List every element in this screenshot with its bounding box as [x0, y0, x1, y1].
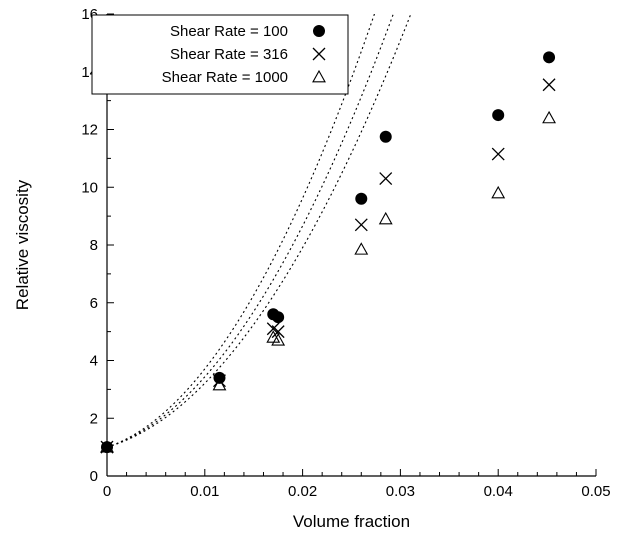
legend-label: Shear Rate = 100 — [170, 23, 288, 40]
x-axis-title: Volume fraction — [293, 512, 410, 531]
legend-label: Shear Rate = 316 — [170, 46, 288, 63]
data-point-series-2 — [271, 325, 285, 339]
legend-marker — [312, 47, 326, 61]
x-tick-label: 0.04 — [484, 483, 513, 500]
y-tick-label: 12 — [81, 122, 98, 139]
x-tick-label: 0.03 — [386, 483, 415, 500]
legend-marker — [312, 69, 326, 83]
data-point-series-3 — [354, 242, 369, 255]
data-point-series-3 — [378, 211, 393, 225]
x-tick-label: 0.02 — [288, 483, 317, 500]
data-point-series-3 — [271, 333, 286, 346]
data-points — [100, 51, 556, 454]
y-tick-label: 10 — [81, 179, 98, 196]
data-point-series-2 — [100, 440, 114, 454]
data-point-series-2 — [542, 78, 556, 92]
data-point-series-1 — [543, 51, 556, 64]
data-point-series-3 — [491, 185, 506, 199]
legend-box — [91, 14, 349, 95]
data-point-series-2 — [379, 172, 393, 186]
legend: Shear Rate = 100 Shear Rate = 316 Shear Ra… — [91, 14, 349, 95]
data-point-series-1 — [355, 192, 368, 205]
data-point-series-2 — [213, 374, 226, 388]
x-tick-label: 0.01 — [190, 483, 219, 500]
y-tick-label: 8 — [90, 237, 98, 254]
y-tick-label: 0 — [90, 468, 98, 485]
data-point-series-1 — [379, 130, 392, 143]
data-point-series-3 — [212, 377, 227, 391]
x-tick-label: 0.05 — [581, 483, 610, 500]
y-tick-label: 6 — [90, 295, 98, 312]
data-point-series-2 — [354, 218, 368, 232]
legend-marker — [313, 25, 325, 37]
x-tick-label: 0 — [103, 483, 111, 500]
legend-label: Shear Rate = 1000 — [162, 69, 288, 86]
data-point-series-3 — [542, 110, 556, 124]
y-tick-label: 4 — [90, 353, 98, 370]
data-point-series-1 — [272, 311, 285, 324]
y-tick-label: 2 — [90, 410, 98, 427]
data-point-series-1 — [213, 371, 226, 384]
fit-curves — [107, 14, 412, 448]
fit-curve-2 — [107, 14, 394, 448]
data-point-series-2 — [491, 147, 505, 161]
data-point-series-1 — [492, 109, 505, 122]
fit-curve-3 — [107, 14, 412, 448]
y-axis-title: Relative viscosity — [13, 179, 32, 310]
data-point-series-3 — [100, 439, 114, 453]
